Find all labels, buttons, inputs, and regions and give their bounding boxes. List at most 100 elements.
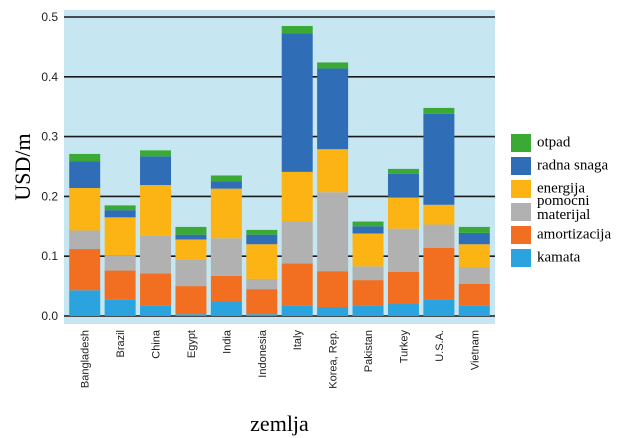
bar-segment-amortizacija [423, 247, 455, 300]
x-tick-label: U.S.A. [434, 330, 446, 362]
bar-segment-kamata [281, 305, 313, 316]
bar-segment-otpad [423, 107, 455, 114]
bar-segment-otpad [175, 226, 207, 235]
bar-segment-radna-snaga [104, 210, 136, 218]
bar-segment-energija [281, 171, 313, 222]
bar-segment-radna-snaga [140, 156, 172, 186]
x-tick-label: Vietnam [469, 330, 481, 370]
x-tick-label: Egypt [186, 330, 198, 358]
bar-segment-pomo-ni-materijal [210, 238, 242, 276]
legend-label: energija [537, 180, 585, 196]
x-tick-label: Bangladesh [80, 330, 92, 388]
bar-segment-otpad [140, 150, 172, 157]
bar-segment-energija [104, 217, 136, 256]
bar-segment-amortizacija [281, 263, 313, 306]
bar-segment-kamata [317, 307, 349, 316]
bar-segment-kamata [140, 305, 172, 316]
bar-segment-radna-snaga [281, 33, 313, 172]
y-tick-label: 0.5 [41, 10, 58, 24]
legend-swatch [511, 203, 531, 221]
bar-segment-kamata [175, 314, 207, 316]
bar-segment-otpad [246, 229, 278, 235]
bars [69, 25, 490, 316]
bar-segment-otpad [69, 153, 101, 162]
bar-segment-radna-snaga [458, 232, 490, 245]
bar-segment-pomo-ni-materijal [175, 259, 207, 287]
bar-segment-otpad [104, 205, 136, 211]
bar-segment-otpad [387, 168, 419, 174]
bar-segment-pomo-ni-materijal [352, 266, 384, 281]
plot-background [64, 10, 495, 324]
bar-segment-kamata [246, 314, 278, 316]
bar-segment-radna-snaga [210, 181, 242, 189]
bar-segment-amortizacija [210, 275, 242, 302]
bar-segment-pomo-ni-materijal [387, 228, 419, 272]
bar-segment-otpad [352, 221, 384, 227]
bar-segment-kamata [423, 299, 455, 316]
bar-segment-amortizacija [352, 280, 384, 306]
bar-segment-energija [175, 239, 207, 260]
bar-segment-energija [69, 188, 101, 231]
bar-segment-kamata [104, 299, 136, 316]
y-tick-label: 0.0 [41, 309, 58, 323]
y-tick-label: 0.3 [41, 130, 58, 144]
gridlines [64, 16, 495, 317]
bar-segment-pomo-ni-materijal [281, 221, 313, 264]
bar-segment-radna-snaga [69, 161, 101, 189]
bar-segment-amortizacija [246, 289, 278, 315]
x-tick-label: Turkey [398, 330, 410, 364]
y-tick-label: 0.2 [41, 189, 58, 203]
bar-segment-energija [458, 244, 490, 267]
bar-segment-radna-snaga [352, 226, 384, 234]
x-tick-label: China [151, 329, 163, 359]
bar-segment-energija [423, 204, 455, 225]
bar-segment-otpad [281, 25, 313, 34]
bar-segment-radna-snaga [175, 234, 207, 240]
legend-swatch [511, 157, 531, 175]
bar-segment-pomo-ni-materijal [458, 266, 490, 284]
bar-segment-radna-snaga [317, 68, 349, 150]
bar-segment-amortizacija [69, 249, 101, 291]
legend-swatch [511, 134, 531, 152]
y-tick-label: 0.4 [41, 70, 58, 84]
legend-label: otpad [537, 134, 571, 150]
legend-label: kamata [537, 249, 581, 265]
bar-segment-amortizacija [104, 270, 136, 300]
x-tick-label: Italy [292, 330, 304, 351]
bar-segment-otpad [210, 175, 242, 182]
bar-segment-energija [140, 185, 172, 236]
bar-segment-kamata [387, 304, 419, 316]
x-tick-label: India [221, 329, 233, 354]
bar-segment-energija [387, 197, 419, 229]
bar-segment-kamata [210, 301, 242, 316]
bar-segment-radna-snaga [387, 173, 419, 198]
bar-segment-amortizacija [140, 273, 172, 306]
bar-segment-amortizacija [387, 271, 419, 305]
y-tick-label: 0.1 [41, 249, 58, 263]
bar-segment-kamata [352, 305, 384, 316]
bar-segment-energija [246, 244, 278, 279]
y-tick-labels: 0.0 0.1 0.2 0.3 0.4 0.5 [41, 10, 58, 323]
legend-swatch [511, 249, 531, 267]
legend-swatch [511, 226, 531, 244]
bar-segment-otpad [317, 62, 349, 69]
legend-label: pomoćni materijal [537, 193, 590, 223]
bar-segment-pomo-ni-materijal [69, 230, 101, 250]
bar-segment-otpad [458, 226, 490, 233]
bar-segment-energija [210, 188, 242, 239]
bar-segment-radna-snaga [423, 113, 455, 205]
legend-label: amortizacija [537, 226, 611, 242]
legend-label: radna snaga [537, 157, 609, 173]
y-axis-title: USD/m [10, 133, 35, 200]
x-tick-label: Indonesia [257, 329, 269, 378]
bar-segment-pomo-ni-materijal [104, 255, 136, 271]
x-tick-label: Korea, Rep. [328, 330, 340, 389]
bar-segment-radna-snaga [246, 234, 278, 245]
bar-segment-amortizacija [458, 283, 490, 306]
x-axis-title: zemlja [250, 411, 309, 436]
x-tick-labels: Bangladesh Brazil China Egypt India Indonesia… [80, 329, 482, 389]
bar-segment-kamata [458, 305, 490, 316]
